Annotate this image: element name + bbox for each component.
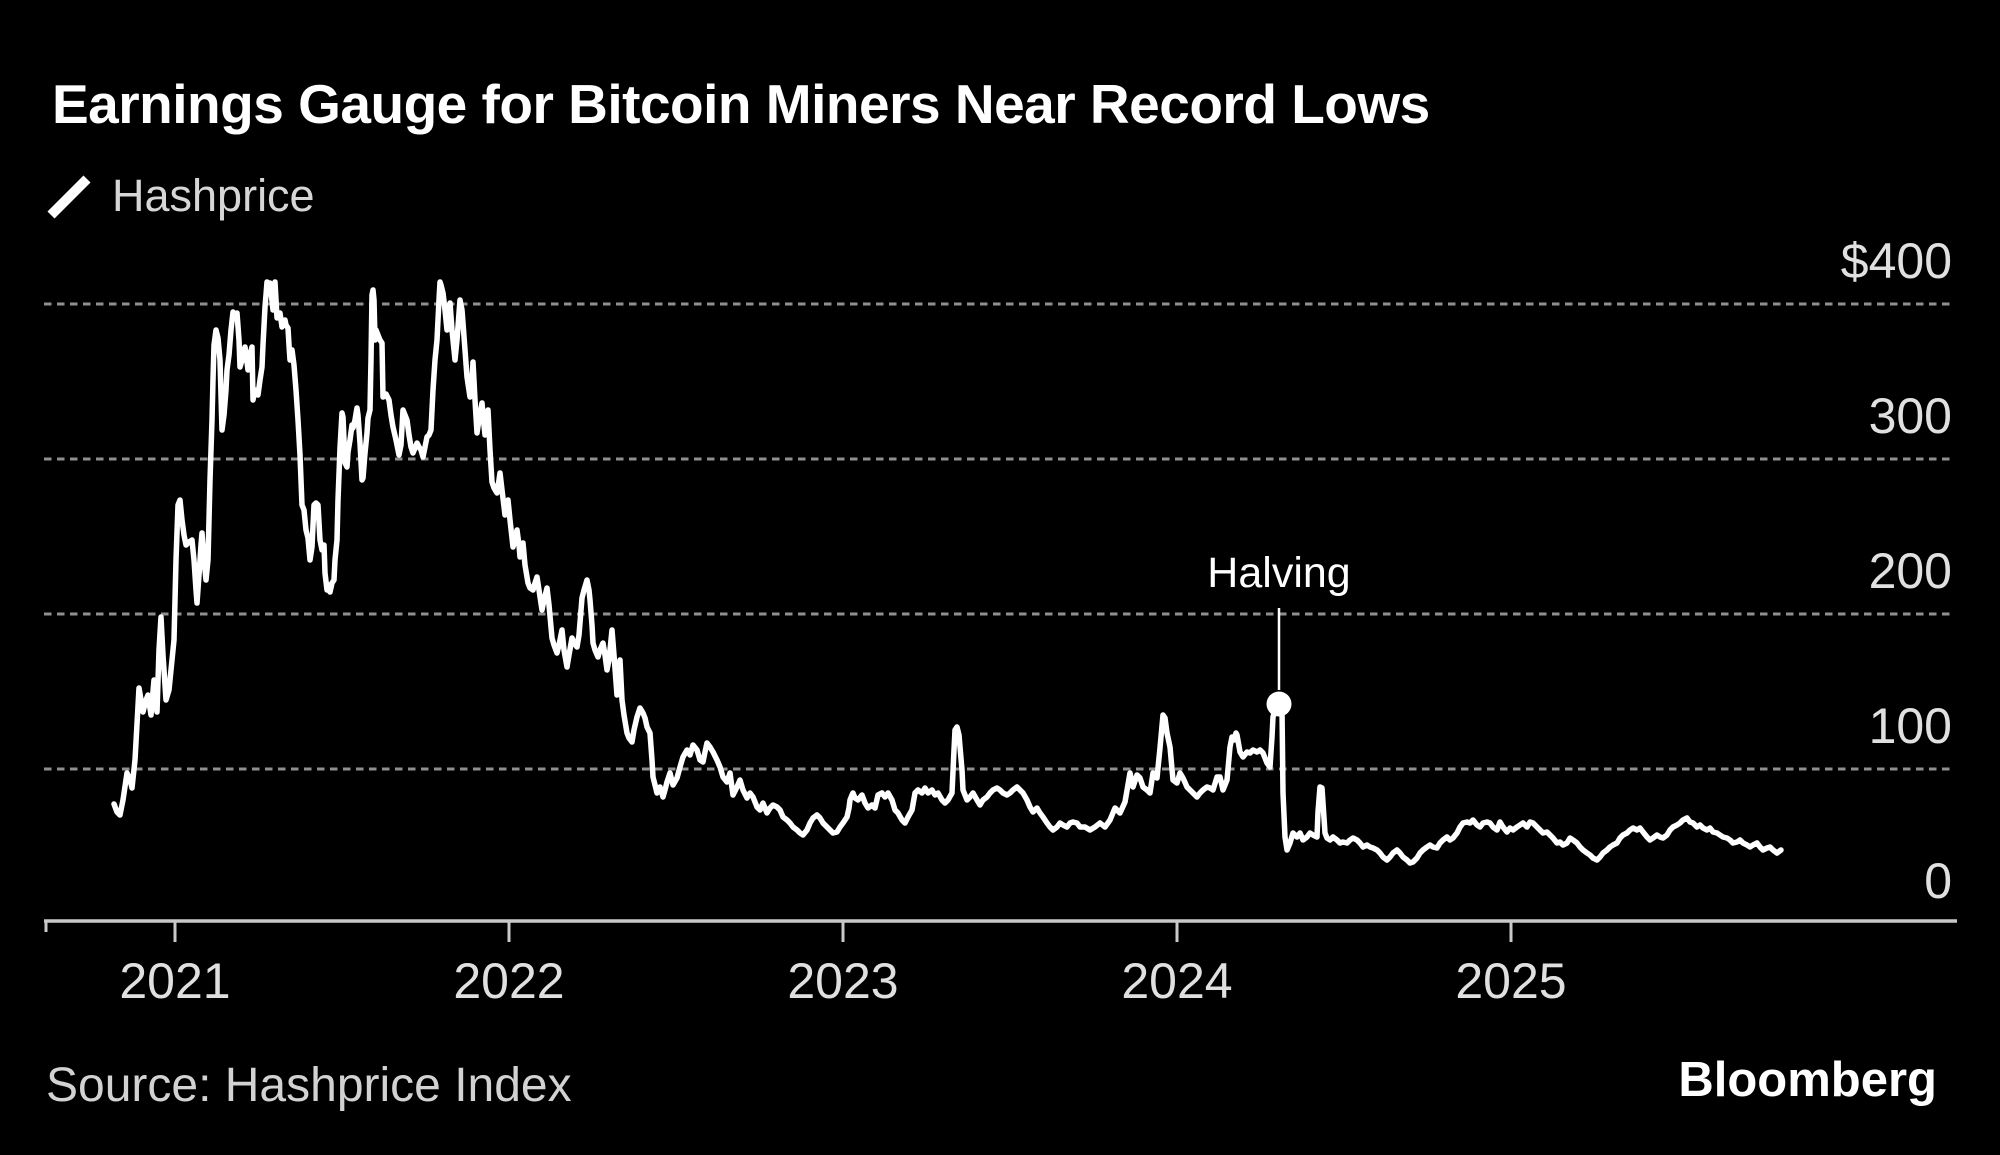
legend-label: Hashprice (112, 170, 315, 221)
halving-marker-dot (1266, 691, 1292, 717)
x-axis-label-2024: 2024 (1121, 953, 1233, 1009)
x-axis-label-2025: 2025 (1455, 953, 1567, 1009)
bloomberg-logo: Bloomberg (1678, 1053, 1937, 1107)
y-axis-label-300: 300 (1868, 388, 1952, 444)
y-axis-label-0: 0 (1924, 853, 1952, 909)
legend: Hashprice (46, 170, 315, 222)
source-credit: Source: Hashprice Index (46, 1059, 572, 1112)
x-axis-label-2022: 2022 (453, 953, 565, 1009)
line-swatch-icon (47, 175, 91, 219)
x-axis-label-2023: 2023 (787, 953, 899, 1009)
halving-annotation-label: Halving (1207, 549, 1351, 597)
hashprice-line (111, 279, 1784, 866)
x-axis-label-2021: 2021 (119, 953, 231, 1009)
y-axis-label-100: 100 (1868, 698, 1952, 754)
y-axis-label-200: 200 (1868, 543, 1952, 599)
y-axis-label-400: $400 (1840, 233, 1952, 289)
chart-title: Earnings Gauge for Bitcoin Miners Near R… (52, 73, 1430, 135)
